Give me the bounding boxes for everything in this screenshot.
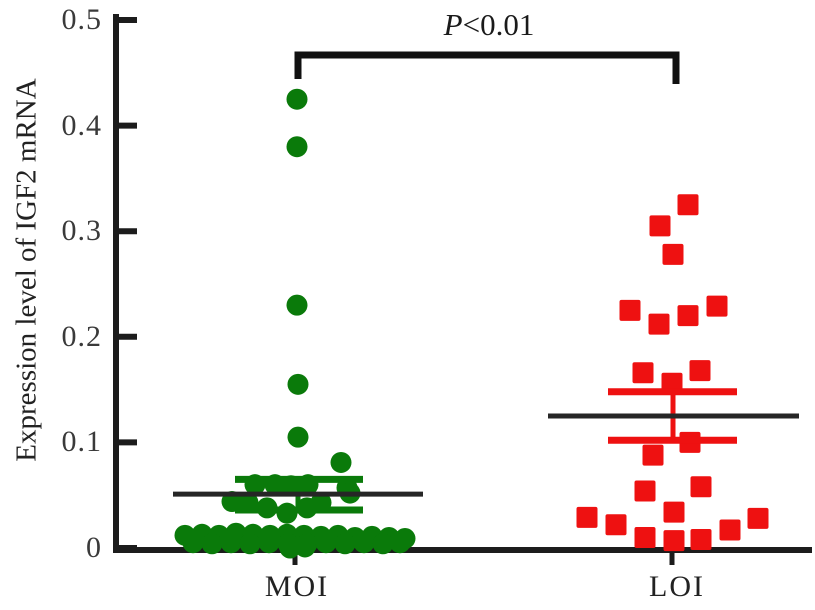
data-point-loi (576, 506, 598, 528)
data-point-moi (287, 373, 309, 395)
y-tick-label: 0.2 (61, 319, 102, 353)
significance-p-symbol: P (443, 7, 463, 42)
data-point-moi (315, 532, 337, 554)
data-point-moi (201, 533, 223, 555)
data-point-moi (220, 532, 242, 554)
data-point-loi (634, 526, 656, 548)
data-point-moi (279, 537, 301, 559)
y-tick-label: 0.4 (61, 108, 102, 142)
significance-p-value: <0.01 (462, 7, 535, 42)
data-point-loi (747, 507, 769, 529)
data-point-moi (286, 294, 308, 316)
data-point-loi (663, 501, 685, 523)
y-tick-label: 0.1 (61, 425, 102, 459)
data-point-loi (642, 444, 664, 466)
data-point-loi (706, 295, 728, 317)
data-point-loi (634, 480, 656, 502)
data-point-moi (239, 533, 261, 555)
data-point-moi (294, 536, 316, 558)
data-point-loi (690, 529, 712, 551)
data-point-moi (286, 136, 308, 158)
data-point-loi (649, 215, 671, 237)
data-point-loi (719, 519, 741, 541)
data-point-moi (286, 88, 308, 110)
x-axis-label-loi: LOI (649, 570, 705, 603)
data-point-loi (662, 243, 684, 265)
significance-bracket (294, 51, 680, 84)
data-point-loi (677, 305, 699, 327)
y-tick-label: 0 (86, 531, 102, 564)
data-point-moi (334, 533, 356, 555)
data-point-moi (372, 533, 394, 555)
data-point-moi (330, 451, 352, 473)
data-point-loi (619, 299, 641, 321)
y-tick-label: 0.5 (61, 3, 102, 36)
data-point-loi (632, 362, 654, 384)
data-point-loi (663, 530, 685, 552)
data-point-loi (677, 194, 699, 216)
data-point-moi (182, 532, 204, 554)
data-point-moi (258, 532, 280, 554)
data-point-moi (389, 532, 411, 554)
significance-label: P<0.01 (444, 7, 535, 43)
data-point-moi (287, 426, 309, 448)
x-axis-label-moi: MOI (264, 570, 330, 603)
data-point-moi (353, 532, 375, 554)
data-point-loi (690, 476, 712, 498)
data-point-loi (689, 360, 711, 382)
data-point-loi (648, 313, 670, 335)
data-point-loi (605, 514, 627, 536)
y-tick-label: 0.3 (61, 214, 102, 248)
